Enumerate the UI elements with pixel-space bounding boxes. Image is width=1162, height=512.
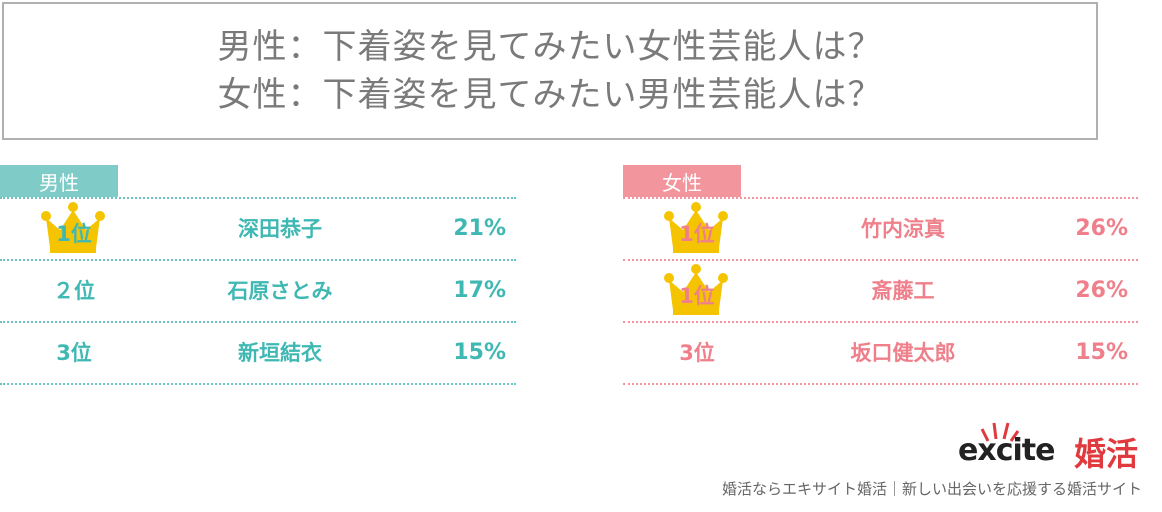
rank-label: ２位 xyxy=(53,279,95,303)
rank-label: 1位 xyxy=(679,222,715,246)
ranking-row: 3位 新垣結衣 15% xyxy=(0,323,516,385)
percent-value: 26% xyxy=(1075,278,1128,303)
celebrity-name: 深田恭子 xyxy=(238,217,322,241)
rank-label: 1位 xyxy=(56,222,92,246)
crown-icon xyxy=(41,202,105,253)
footer-tagline: 婚活ならエキサイト婚活｜新しい出会いを応援する婚活サイト xyxy=(721,480,1142,498)
percent-value: 17% xyxy=(453,278,506,303)
celebrity-name: 新垣結衣 xyxy=(238,341,322,365)
percent-value: 21% xyxy=(453,216,506,241)
celebrity-name: 坂口健太郎 xyxy=(850,341,956,365)
percent-value: 15% xyxy=(1075,340,1128,365)
ranking-row: 1位 竹内涼真 26% xyxy=(623,199,1138,261)
excite-konkatsu-logo[interactable]: excite 婚活 xyxy=(958,422,1140,473)
rank-label: 3位 xyxy=(679,341,715,365)
female-ranking-panel: 女性 1位 竹内涼真 26% 1位 斎藤工 26% xyxy=(623,165,1138,385)
percent-value: 15% xyxy=(453,340,506,365)
logo-rays-icon xyxy=(980,422,1020,442)
male-ranking-list: 1位 深田恭子 21% ２位 石原さとみ 17% 3位 新垣結衣 15% xyxy=(0,197,516,385)
crown-icon xyxy=(664,264,728,315)
ranking-row: 3位 坂口健太郎 15% xyxy=(623,323,1138,385)
logo-kanji: 婚活 xyxy=(1074,435,1139,473)
female-tag: 女性 xyxy=(623,165,741,197)
logo-text: excite xyxy=(958,433,1055,468)
female-ranking-list: 1位 竹内涼真 26% 1位 斎藤工 26% 3位 坂口健太郎 15% xyxy=(623,197,1138,385)
celebrity-name: 石原さとみ xyxy=(227,279,333,303)
celebrity-name: 斎藤工 xyxy=(871,279,935,303)
rank-label: 3位 xyxy=(56,341,92,365)
crown-icon xyxy=(664,202,728,253)
ranking-row: 1位 斎藤工 26% xyxy=(623,261,1138,323)
title-box: 男性：下着姿を見てみたい女性芸能人は？ 女性：下着姿を見てみたい男性芸能人は？ xyxy=(2,2,1098,140)
celebrity-name: 竹内涼真 xyxy=(861,217,945,241)
percent-value: 26% xyxy=(1075,216,1128,241)
ranking-row: 1位 深田恭子 21% xyxy=(0,199,516,261)
title-line-male: 男性：下着姿を見てみたい女性芸能人は？ xyxy=(217,27,883,67)
rank-label: 1位 xyxy=(679,284,715,308)
ranking-row: ２位 石原さとみ 17% xyxy=(0,261,516,323)
title-line-female: 女性：下着姿を見てみたい男性芸能人は？ xyxy=(217,75,883,115)
male-ranking-panel: 男性 1位 深田恭子 21% ２位 石原さとみ 17% 3位 新垣結衣 15% xyxy=(0,165,516,385)
male-tag: 男性 xyxy=(0,165,118,197)
